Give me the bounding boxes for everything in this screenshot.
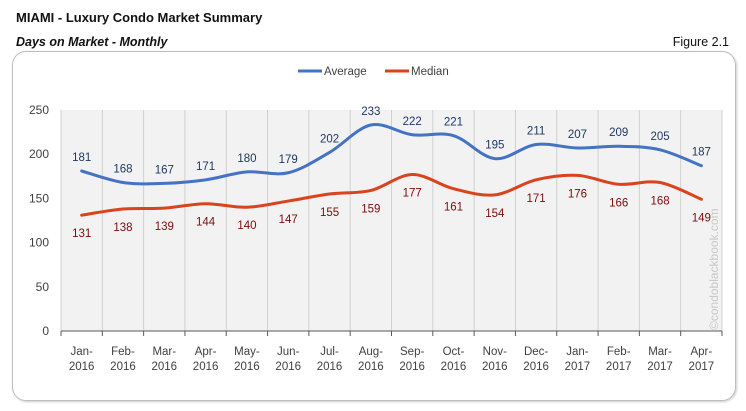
figure-label: Figure 2.1 (672, 35, 729, 49)
x-tick-label: 2016 (317, 361, 343, 373)
x-tick-label: 2017 (606, 361, 632, 373)
data-label-average: 221 (444, 117, 463, 129)
chart-frame (12, 51, 736, 401)
x-tick-label: 2016 (441, 361, 467, 373)
data-label-average: 181 (72, 152, 91, 164)
x-tick-label: 2016 (482, 361, 508, 373)
x-tick-label: 2016 (69, 361, 95, 373)
x-tick-label: Nov- (483, 346, 507, 358)
data-label-average: 187 (692, 147, 711, 159)
y-tick-label: 100 (29, 236, 49, 250)
data-label-average: 171 (196, 161, 215, 173)
x-tick-label: Jan- (70, 346, 93, 358)
y-tick-label: 250 (29, 103, 49, 117)
x-tick-label: 2016 (523, 361, 549, 373)
x-tick-label: Apr- (195, 346, 217, 358)
x-tick-label: 2016 (399, 361, 425, 373)
data-label-average: 207 (568, 129, 587, 141)
data-label-median: 159 (361, 203, 380, 215)
x-tick-label: 2016 (358, 361, 384, 373)
x-tick-label: Jan- (566, 346, 589, 358)
data-label-average: 167 (155, 164, 174, 176)
data-label-median: 140 (237, 220, 256, 232)
x-tick-label: Feb- (111, 346, 135, 358)
data-label-average: 222 (403, 116, 422, 128)
x-tick-label: Sep- (400, 346, 424, 358)
data-label-median: 171 (527, 193, 546, 205)
data-label-average: 179 (279, 154, 298, 166)
data-label-average: 180 (237, 153, 256, 165)
data-label-median: 131 (72, 228, 91, 240)
x-tick-label: Jun- (277, 346, 300, 358)
x-tick-label: 2016 (275, 361, 301, 373)
data-label-average: 233 (361, 106, 380, 118)
x-tick-label: 2017 (565, 361, 591, 373)
chart-subtitle: Days on Market - Monthly (16, 35, 168, 49)
data-label-average: 195 (485, 140, 504, 152)
data-label-average: 168 (113, 163, 132, 175)
data-label-median: 155 (320, 207, 339, 219)
x-tick-label: 2016 (234, 361, 260, 373)
x-tick-label: 2016 (110, 361, 136, 373)
data-label-median: 161 (444, 202, 463, 214)
data-label-median: 166 (609, 197, 628, 209)
page-title: MIAMI - Luxury Condo Market Summary (16, 10, 263, 25)
data-label-median: 147 (279, 214, 298, 226)
y-tick-label: 200 (29, 147, 49, 161)
x-tick-label: 2016 (193, 361, 219, 373)
data-label-average: 209 (609, 127, 628, 139)
x-tick-label: Mar- (152, 346, 176, 358)
data-label-median: 138 (113, 222, 132, 234)
y-tick-label: 0 (42, 324, 49, 338)
x-tick-label: Apr- (690, 346, 712, 358)
watermark: ©condoblackbook.com (707, 208, 721, 330)
data-label-median: 144 (196, 217, 216, 229)
x-tick-label: Aug- (359, 346, 383, 358)
x-tick-label: May- (234, 346, 260, 358)
y-tick-label: 50 (36, 280, 50, 294)
data-label-median: 176 (568, 188, 587, 200)
x-tick-label: Dec- (524, 346, 548, 358)
x-tick-label: 2017 (689, 361, 715, 373)
data-label-average: 202 (320, 133, 339, 145)
x-tick-label: Jul- (320, 346, 339, 358)
series-line-average (80, 123, 703, 186)
y-tick-label: 150 (29, 191, 49, 205)
data-label-median: 154 (485, 208, 505, 220)
legend-label-median: Median (411, 66, 449, 78)
x-tick-label: 2016 (151, 361, 177, 373)
data-label-median: 139 (155, 221, 174, 233)
x-tick-label: 2017 (647, 361, 673, 373)
data-label-average: 205 (650, 131, 669, 143)
legend-label-average: Average (324, 66, 367, 78)
x-tick-label: Mar- (648, 346, 672, 358)
data-label-median: 168 (650, 195, 669, 207)
data-label-median: 177 (403, 188, 422, 200)
x-tick-label: Oct- (443, 346, 465, 358)
data-label-median: 149 (692, 212, 711, 224)
series-line-median (80, 173, 703, 217)
data-label-average: 211 (527, 125, 545, 137)
x-tick-label: Feb- (607, 346, 631, 358)
